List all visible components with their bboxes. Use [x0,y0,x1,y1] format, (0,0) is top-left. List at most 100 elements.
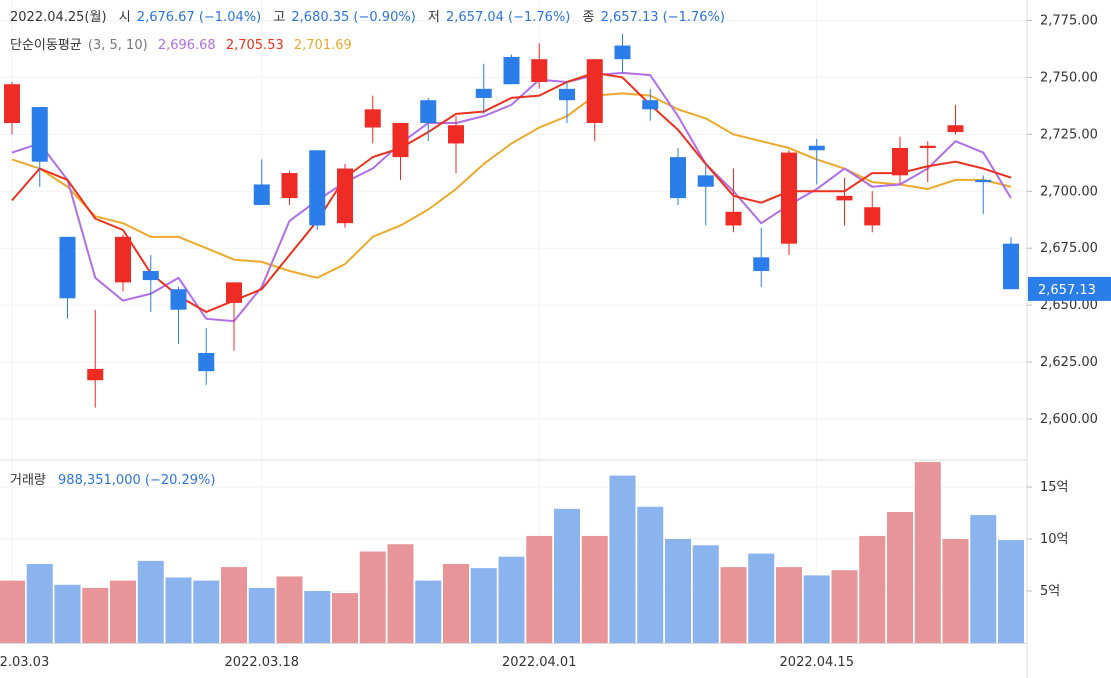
candle-body [781,152,797,244]
candle [31,107,48,187]
candle-body [364,109,381,128]
candle-body [836,195,853,201]
candle-body [226,282,242,303]
ma-legend-params: (3, 5, 10) [87,38,148,53]
volume-bar [970,515,997,643]
candle-body [170,289,187,310]
volume-bar [887,511,913,643]
candle [919,141,936,183]
moving-average-lines [11,71,1012,323]
candle [892,136,908,185]
candlesticks [4,34,1019,408]
candle-body [614,45,631,60]
volume-bar [665,539,691,643]
candle-body [142,270,159,281]
volume-bar [498,556,525,643]
candle-body [503,56,520,85]
volume-bar [526,535,553,643]
ma3-value: 2,696.68 [157,38,216,53]
price-tick-label: 2,700.00 [1040,184,1098,199]
volume-bar [692,545,719,643]
candle [253,159,270,205]
last-price-badge [1028,276,1111,301]
volume-bar [304,591,331,643]
candle-body [753,257,770,271]
volume-bar [110,580,136,643]
volume-bar [581,535,608,643]
volume-bar [609,475,636,643]
volume-bar [998,540,1024,643]
candle [836,177,853,226]
volume-bar [137,560,164,643]
candle [87,309,104,408]
volume-header: 거래량 988,351,000 (−20.29%) [10,469,217,488]
last-price-marker: 2,657.13 [1028,276,1111,301]
candle-body [448,125,464,144]
candle-body [919,145,936,149]
price-tick-label: 2,675.00 [1040,241,1098,256]
candle [531,43,548,89]
candle-body [475,88,492,98]
candle-body [559,88,575,101]
volume-label: 거래량 [10,473,46,488]
candle-body [281,173,298,199]
date-tick-label: 2022.04.15 [780,655,854,670]
candle [364,95,381,144]
volume-tick-label: 15억 [1040,480,1069,495]
volume-bar [803,575,830,643]
candle-body [808,145,825,151]
ma-legend: 단순이동평균 (3, 5, 10) 2,696.68 2,705.53 2,70… [10,34,354,53]
date-axis-labels: 2022.03.03 2022.03.18 2022.04.01 2022.04.15 [0,655,854,670]
ma5-value: 2,705.53 [225,38,284,53]
candle [226,282,242,351]
candle [475,63,492,114]
candle-body [337,168,353,224]
candle [586,59,603,142]
axes [0,0,1032,678]
candle-body [392,122,409,158]
date-tick-label: 2022.03.18 [225,655,299,670]
candle-body [947,125,964,133]
candle-body [697,175,714,187]
low-value: 2,657.04 (−1.76%) [446,10,571,25]
candle [309,150,326,230]
candle-body [31,107,48,162]
high-label: 고 [273,10,286,25]
volume-bar [637,506,664,643]
candle [142,255,159,312]
price-tick-label: 2,600.00 [1040,412,1098,427]
open-label: 시 [118,10,131,25]
date-tick-label: 2022.03.03 [0,655,49,670]
ma10-value: 2,701.69 [293,38,352,53]
volume-bar [276,576,303,643]
open-value: 2,676.67 (−1.04%) [136,10,262,25]
volume-bar [82,587,109,643]
candle [115,234,131,292]
low-label: 저 [427,10,440,25]
volume-bar [443,563,469,643]
volume-bar [470,568,497,643]
candle [947,104,964,135]
candle-body [642,100,659,110]
candle-body [670,157,686,199]
candle-body [725,211,742,226]
candle-body [531,59,548,82]
candle-body [892,148,908,176]
candle-body [87,368,104,381]
candle-body [586,59,603,123]
candle [864,191,881,233]
last-price-label: 2,657.13 [1038,283,1096,298]
volume-bar [248,587,275,643]
candle [281,170,298,205]
volume-bars [0,462,1024,643]
volume-bar [193,580,220,643]
candle [59,236,76,319]
volume-bar [221,567,247,643]
volume-bar [359,551,386,643]
ohlc-header: 2022.04.25(월) 시 2,676.67 (−1.04%) 고 2,68… [10,6,727,25]
volume-bar [26,563,53,643]
volume-bar [859,535,886,643]
candle-body [198,352,215,372]
ma10-line [11,92,1012,279]
